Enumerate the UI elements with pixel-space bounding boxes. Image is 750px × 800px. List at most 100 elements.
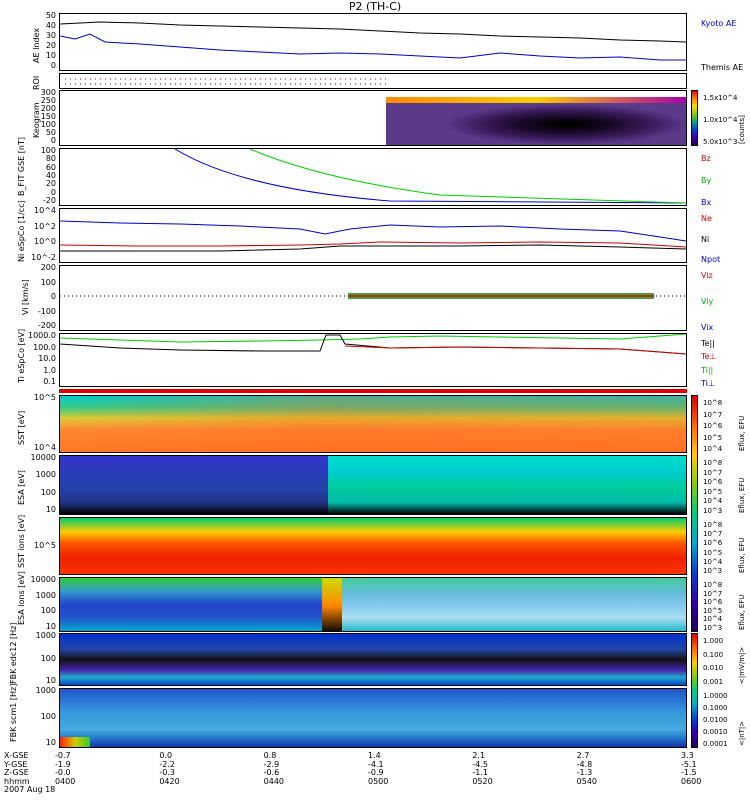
fbk-edc12-panel [59,633,687,686]
keogram-ytick: 100 [40,120,56,129]
keogram-ytick: 200 [40,104,56,113]
keogram-panel [59,90,687,146]
ni-ytick: 10^0 [34,237,56,247]
xaxis-value: 0440 [263,776,285,786]
xaxis-value: 0540 [576,776,598,786]
xaxis-label-hhmm: hhmm [4,776,30,786]
bfit-ytick: 20 [45,179,56,189]
ae-ytick: 30 [45,31,56,40]
keogram-colorbar-tick: 1.5x10^4 [703,94,738,102]
sst2-colorbar-tick: 10^4 [703,557,723,566]
vi-ytick: -200 [37,321,56,330]
ti-par-line [60,334,686,343]
esa1-ytick: 10 [45,505,56,514]
keogram-ytick: 300 [40,88,56,97]
bfit-legend-item: By [701,176,712,185]
bx-line [174,149,686,204]
ne-line [60,241,686,248]
fbk1-ytick: 1000 [35,631,56,640]
esa1-colorbar-tick: 10^6 [703,478,723,487]
ni-ytick: 10^2 [34,221,56,231]
bfit-legend-item: Bz [701,154,711,163]
sst-electron-panel [59,395,687,453]
ni-panel [59,208,687,263]
ti-ytick: 1.0 [43,365,56,375]
keogram-ytick: 150 [40,112,56,121]
sst1-colorbar-tick: 10^4 [703,445,723,453]
sst1-ytick: 10^4 [34,443,56,452]
ti-legend-item: Ti⊥ [701,379,715,388]
sst2-colorbar-tick: 10^8 [703,521,723,529]
esa2-ytick: 10000 [30,575,56,584]
ni-legend-item: Npot [701,255,721,264]
xaxis-label-zgse: Z-GSE [4,768,29,777]
ae-index-plot [60,21,686,61]
sst1-colorbar-tick: 10^5 [703,433,723,442]
xaxis-label-date: 2007 Aug 18 [4,785,56,794]
vi-legend-item: Vix [701,323,714,332]
xaxis-value: 1.4 [368,751,381,760]
esa1-ytick: 10000 [30,453,56,462]
ae-legend-item: Themis AE [701,63,744,72]
fbk1-ytick: 10 [45,676,56,685]
fbk2-ytick: 100 [40,712,56,721]
bfit-ytick: 80 [45,154,56,164]
xaxis-value: 0500 [368,776,389,786]
bfit-ytick: 40 [45,171,56,180]
xaxis-value: -1.9 [55,759,71,769]
xaxis-value: -2.9 [263,759,280,769]
fbk-colorbar [691,633,698,748]
fbk2-colorbar-unit: <|nT|> [738,720,746,746]
fbk1-ytick: 100 [40,653,56,663]
bfit-ytick: -20 [42,196,56,205]
fbk1-colorbar-tick: 0.100 [703,650,724,659]
vi-legend-item: Viy [701,297,714,306]
esa2-ytick: 10 [45,622,56,631]
esa1-colorbar-tick: 10^7 [703,468,723,477]
te-perp-line [344,345,686,355]
xaxis-value: -4.8 [576,759,593,769]
sst2-colorbar-unit: Eflux, EFU [738,537,746,573]
sst-electron-ylabel: SST [eV] [17,410,26,445]
esa1-colorbar-tick: 10^5 [703,487,723,496]
esa1-ytick: 1000 [35,470,56,480]
sst2-colorbar-tick: 10^6 [703,539,723,548]
xaxis-value: 2.1 [472,751,486,760]
esa2-colorbar-tick: 10^3 [703,624,723,632]
esa2-colorbar-tick: 10^7 [703,589,723,598]
keogram-ytick: 50 [45,128,56,137]
xaxis-label-ygse: Y-GSE [4,759,28,769]
esa1-colorbar-tick: 10^8 [703,459,723,467]
vi-panel [59,265,687,331]
ae-ytick: 20 [45,41,56,50]
esa2-colorbar-tick: 10^5 [703,606,723,615]
sst1-colorbar-tick: 10^7 [703,410,723,419]
ae-legend-item: Kyoto AE [701,19,737,28]
bfit-legend-item: Bx [701,198,712,207]
plot-title: P2 (TH-C) [348,0,402,13]
xaxis-label-xgse: X-GSE [4,751,29,760]
ti-legend-item: Te⊥ [701,352,717,362]
ni-line [60,244,686,252]
sst1-colorbar-tick: 10^8 [703,399,723,407]
ti-ytick: 10.0 [38,354,56,363]
vi-ytick: -100 [37,306,56,316]
npot-line [60,220,686,242]
esa1-ytick: 100 [40,487,56,497]
bfit-panel [59,148,687,206]
xaxis-value: 0600 [681,776,702,786]
xaxis-value: -1.1 [472,768,488,777]
keogram-colorbar-tick: 1.0x10^4 [703,116,738,124]
xaxis-value: -0.6 [263,768,280,777]
bfit-ytick: 0 [50,187,56,197]
ti-ytick: 0.1 [43,377,56,386]
ae-ytick: 40 [45,21,56,30]
xaxis-value: -0.0 [55,768,71,777]
xaxis-value: -0.9 [368,768,384,777]
fbk2-colorbar-tick: 0.0001 [703,740,728,748]
xaxis-value: 0520 [472,776,493,786]
keogram-ytick: 250 [40,96,56,105]
esa1-colorbar-tick: 10^4 [703,497,723,506]
sst1-colorbar-unit: Eflux, EFU [738,415,746,451]
xaxis-value: -1.5 [681,768,697,777]
